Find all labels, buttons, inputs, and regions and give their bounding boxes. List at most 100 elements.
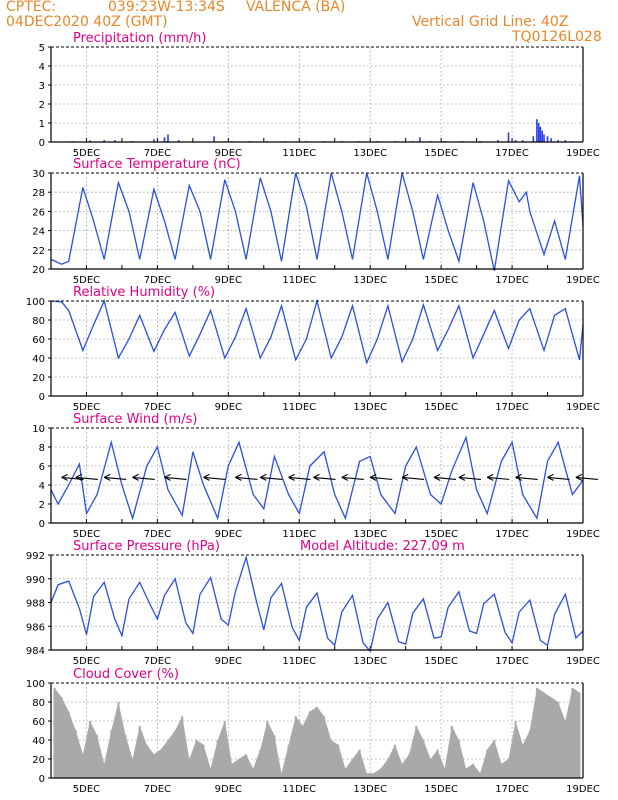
cloud-bar [138, 725, 141, 779]
y-tick-label: 40 [32, 736, 45, 747]
cloud-bar [330, 740, 333, 778]
precip-bar [557, 140, 559, 142]
x-tick-label: 17DEC [495, 402, 529, 413]
cloud-bar [358, 749, 361, 778]
x-tick-label: 9DEC [215, 784, 242, 795]
cloud-bar [415, 725, 418, 779]
wind-arrow-head [132, 473, 139, 481]
y-tick-label: 4 [39, 481, 45, 492]
panel-title: Relative Humidity (%) [73, 285, 215, 300]
y-tick-label: 10 [32, 424, 45, 435]
wind-arrow-shaft [370, 476, 393, 480]
cloud-bar [124, 735, 127, 779]
cloud-bar [74, 730, 77, 778]
x-tick-label: 13DEC [353, 784, 387, 795]
panel-surface-pressure-hpa: Surface Pressure (hPa) Model Altitude: 22… [26, 539, 600, 667]
wind-arrow-shaft [164, 476, 187, 480]
cloud-bar [252, 768, 255, 778]
cloud-bar [202, 744, 205, 779]
wind-arrow-head [61, 473, 68, 481]
cloud-bar [60, 697, 63, 779]
y-tick-label: 28 [32, 188, 45, 199]
cloud-bar [365, 773, 368, 779]
wind-arrow [401, 473, 425, 481]
wind-arrow-head [369, 473, 377, 481]
panel-precipitation-mm-h: Precipitation (mm/h) 0 1 2 3 4 5 5DEC 7DEC 9DEC 11… [39, 31, 600, 159]
cloud-bar [514, 721, 517, 778]
cloud-bar [528, 730, 531, 778]
x-tick-label: 11DEC [282, 275, 316, 286]
y-tick-label: 992 [26, 551, 45, 562]
x-tick-label: 17DEC [495, 529, 529, 540]
wind-arrow-head [575, 473, 583, 481]
wind-arrow-head [203, 473, 210, 481]
y-tick-label: 5 [39, 43, 45, 54]
cloud-bar [436, 749, 439, 778]
wind-arrow-shaft [203, 476, 226, 480]
wind-arrow-head [288, 473, 295, 481]
x-tick-label: 15DEC [424, 784, 458, 795]
precip-bar [536, 119, 538, 142]
wind-arrow [75, 473, 98, 481]
cloud-bar [308, 711, 311, 778]
wind-arrow-head [547, 473, 554, 481]
panel-title: Surface Pressure (hPa) [73, 539, 220, 554]
wind-arrow-head [75, 473, 83, 481]
cloud-bar [486, 749, 489, 778]
x-tick-label: 9DEC [215, 275, 242, 286]
wind-arrow-head [164, 473, 171, 481]
precip-bar [163, 137, 166, 143]
x-tick-label: 17DEC [495, 656, 529, 667]
wind-arrow-head [486, 473, 494, 481]
cloud-bar [564, 721, 567, 778]
cloud-bar [372, 773, 375, 779]
wind-arrow [288, 473, 311, 481]
cloud-bar [81, 754, 84, 779]
x-tick-label: 7DEC [144, 529, 171, 540]
wind-arrow-shaft [132, 476, 155, 480]
wind-arrow-shaft [547, 476, 570, 480]
wind-arrow-head [433, 473, 441, 481]
wind-arrow-shaft [313, 476, 336, 480]
cloud-bar [429, 759, 432, 778]
x-tick-label: 7DEC [144, 275, 171, 286]
wind-arrow [260, 473, 283, 481]
cloud-bar [117, 702, 120, 778]
cloud-bar [479, 773, 482, 779]
panel-title: Surface Wind (m/s) [73, 412, 197, 427]
x-tick-label: 19DEC [566, 784, 600, 795]
y-tick-label: 8 [39, 443, 45, 454]
y-tick-label: 0 [39, 519, 45, 530]
y-tick-label: 988 [26, 599, 45, 610]
x-tick-label: 11DEC [282, 656, 316, 667]
cloud-bar [500, 763, 503, 779]
cloud-bar [443, 768, 446, 778]
cloud-bar [401, 763, 404, 779]
x-tick-label: 5DEC [73, 529, 100, 540]
x-tick-label: 17DEC [495, 275, 529, 286]
x-tick-label: 11DEC [282, 148, 316, 159]
cloud-bar [457, 740, 460, 778]
wind-arrow-shaft [575, 476, 598, 480]
cloud-bar [535, 687, 538, 779]
cloud-bar [89, 721, 91, 778]
wind-arrow [132, 473, 155, 481]
wind-arrow [313, 473, 336, 481]
panel-surface-wind-m-s: Surface Wind (m/s) 0 2 4 6 8 10 5DEC 7DEC 9DEC 11D… [32, 412, 600, 540]
cloud-bar [379, 768, 382, 778]
wind-arrow [103, 473, 127, 481]
wind-arrow-shaft [341, 476, 364, 480]
wind-arrow-head [515, 473, 522, 481]
x-tick-label: 19DEC [566, 656, 600, 667]
x-tick-label: 15DEC [424, 402, 458, 413]
precip-bar [541, 130, 543, 142]
series-line [50, 172, 584, 272]
cloud-bar [337, 744, 340, 779]
station-label: VALENCA (BA) [246, 0, 346, 15]
cloud-bar [181, 716, 184, 779]
y-tick-label: 3 [39, 81, 45, 92]
y-tick-label: 20 [32, 373, 45, 384]
panel-surface-temperature-nc: Surface Temperature (nC) 20 22 24 26 28 30 5DEC… [32, 157, 600, 286]
cloud-bar [216, 740, 219, 778]
precip-bar [419, 137, 421, 143]
